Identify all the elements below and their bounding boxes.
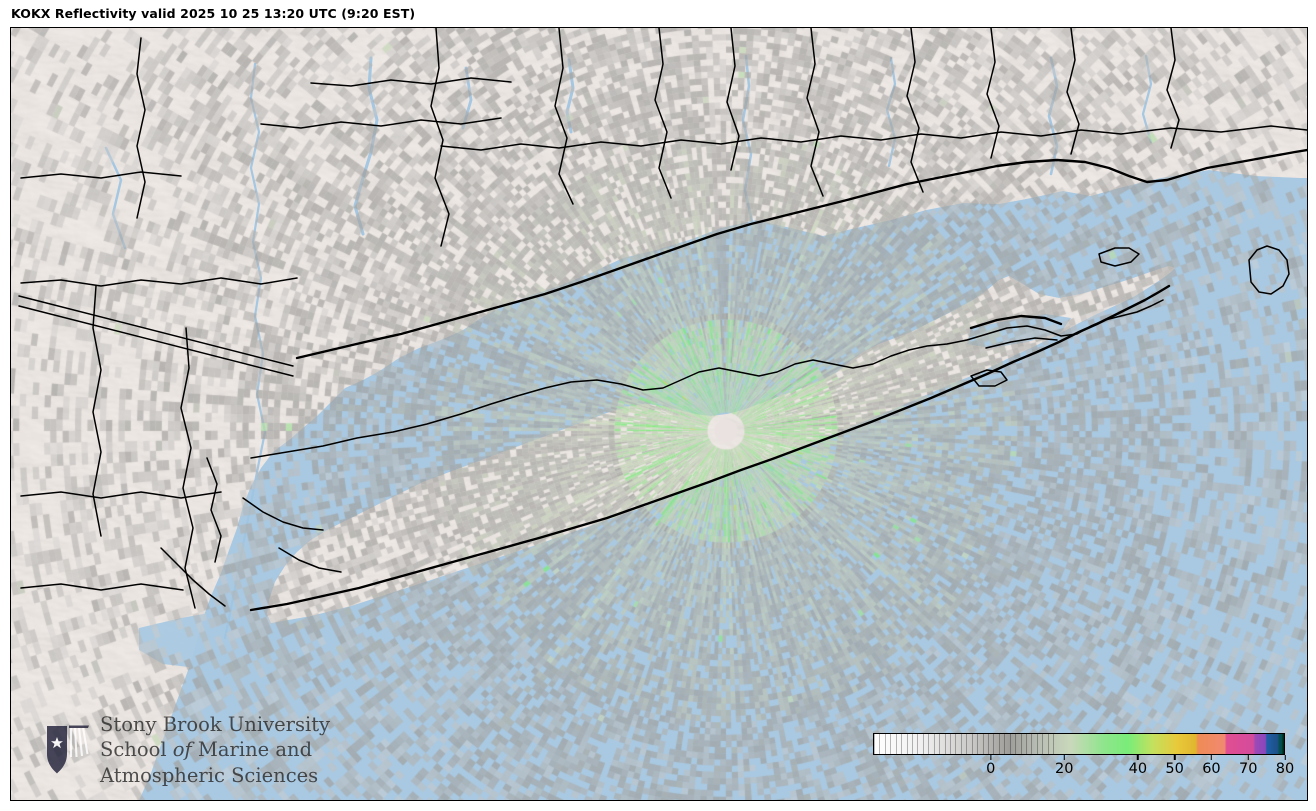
boundary-line-11	[440, 125, 1307, 151]
boundary-line-8	[1166, 28, 1180, 149]
boundary-line-0	[430, 28, 450, 247]
colorbar-tick-0: 0	[986, 755, 995, 777]
boundary-line-15	[92, 285, 102, 537]
tick-mark	[1063, 755, 1065, 760]
page-title: KOKX Reflectivity valid 2025 10 25 13:20…	[11, 5, 416, 21]
boundary-line-1	[554, 28, 574, 205]
boundary-line-24	[969, 314, 1063, 330]
tick-mark	[1173, 755, 1176, 760]
boundary-layer	[18, 28, 1307, 612]
colorbar-discrete-stripes	[874, 734, 1059, 754]
product-title-bar: KOKX Reflectivity valid 2025 10 25 13:20…	[11, 3, 415, 23]
boundary-line-23	[295, 148, 1307, 360]
tick-mark	[1247, 755, 1249, 760]
boundary-line-25	[985, 337, 1058, 349]
colorbar-gradient	[874, 734, 1284, 754]
boundary-line-16	[20, 491, 222, 499]
boundary-line-27	[206, 457, 222, 563]
boundary-line-4	[806, 28, 824, 197]
colorbar-tick-axis: 0 20 40 50 60 70 80	[873, 755, 1294, 789]
colorbar-tick-80: 80	[1276, 755, 1294, 777]
boundary-line-18	[20, 583, 184, 591]
boundary-line-32	[970, 369, 1008, 387]
boundary-line-26	[160, 547, 226, 607]
boundary-line-31	[1098, 247, 1140, 267]
boundary-line-20	[18, 305, 294, 377]
boundary-line-5	[906, 28, 924, 193]
tick-mark	[990, 755, 992, 760]
colorbar-tick-40: 40	[1129, 755, 1147, 777]
tick-label: 0	[986, 761, 996, 777]
boundary-line-21	[250, 299, 1164, 459]
boundary-line-28	[242, 497, 324, 531]
map-frame[interactable]: Stony Brook University School of Marine …	[10, 27, 1308, 801]
boundary-line-12	[136, 37, 146, 219]
tick-label: 50	[1165, 761, 1184, 777]
boundary-line-22	[249, 284, 1171, 612]
boundary-line-17	[180, 327, 196, 609]
boundary-line-19	[18, 295, 294, 367]
tick-label: 40	[1128, 761, 1148, 777]
tick-mark	[1284, 755, 1286, 760]
colorbar-tick-60: 60	[1202, 755, 1221, 777]
tick-mark	[1137, 755, 1139, 760]
tick-label: 60	[1202, 761, 1221, 777]
colorbar-gradient-box	[873, 733, 1285, 755]
boundary-line-29	[278, 547, 342, 573]
boundary-line-2	[654, 28, 672, 199]
boundary-line-30	[1248, 245, 1290, 295]
boundary-line-13	[20, 171, 182, 179]
boundary-line-14	[20, 277, 298, 287]
map-canvas[interactable]: Stony Brook University School of Marine …	[11, 28, 1307, 800]
tick-label: 20	[1055, 761, 1074, 777]
reflectivity-colorbar[interactable]: 0 20 40 50 60 70 80	[873, 733, 1297, 795]
boundary-line-3	[726, 28, 740, 171]
tick-label: 70	[1238, 761, 1258, 777]
boundary-line-7	[1066, 28, 1080, 155]
colorbar-tick-20: 20	[1055, 755, 1074, 777]
boundary-line-9	[310, 77, 512, 87]
tick-mark	[1210, 755, 1213, 760]
colorbar-tick-50: 50	[1165, 755, 1184, 777]
tick-label: 80	[1275, 761, 1295, 777]
boundary-line-10	[260, 117, 502, 129]
colorbar-tick-70: 70	[1239, 755, 1257, 777]
boundary-line-6	[986, 28, 1000, 159]
